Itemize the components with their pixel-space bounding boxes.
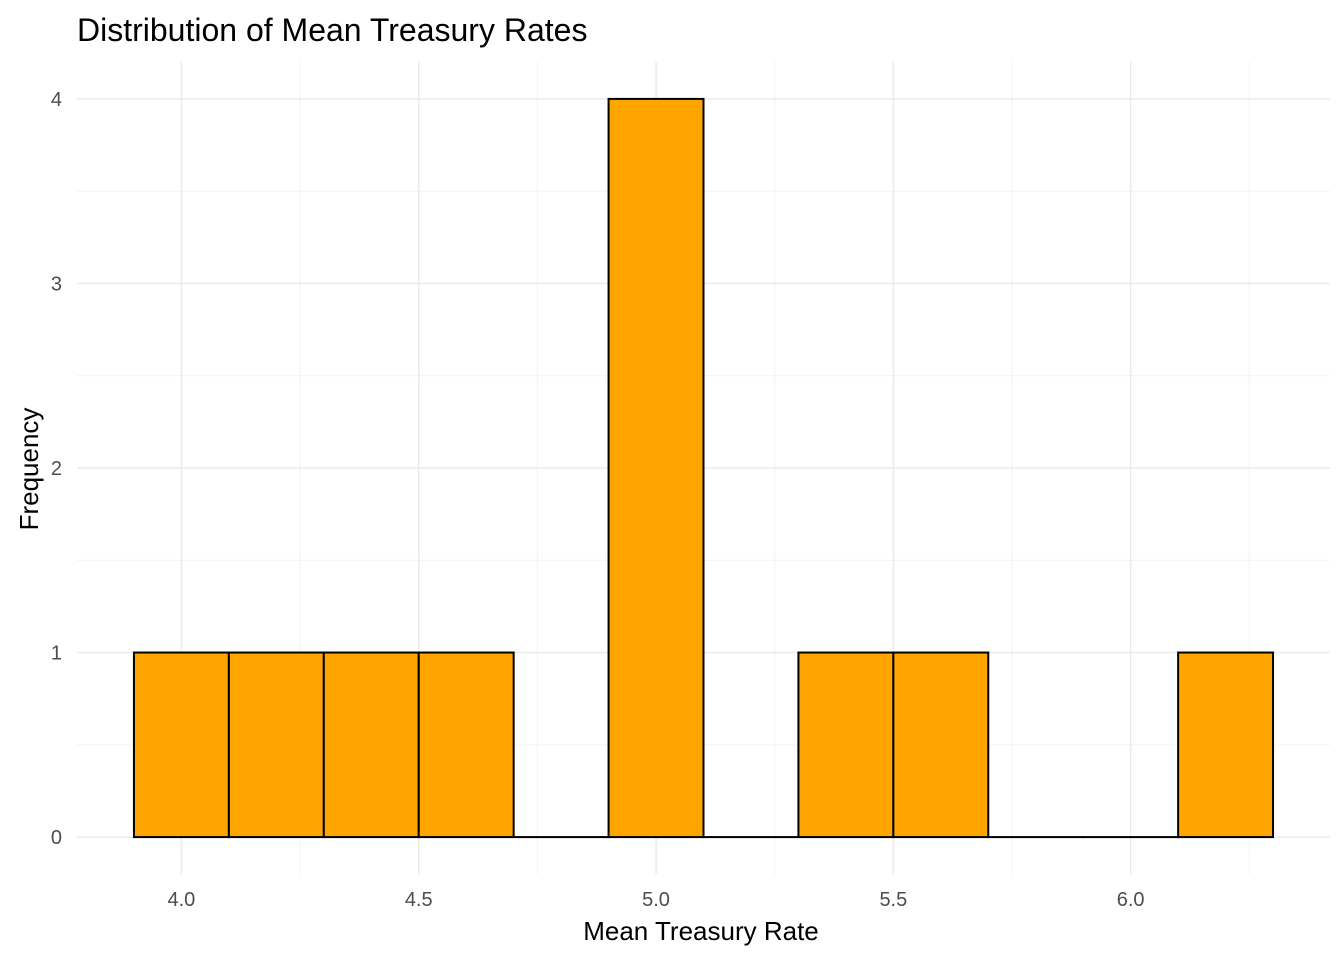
histogram-bars (132, 97, 1275, 839)
histogram-bar (132, 651, 230, 839)
x-tick-label: 6.0 (1117, 889, 1145, 911)
tick-labels: 4.0 4.5 5.0 5.5 6.0 0 1 2 3 4 (51, 89, 1145, 911)
histogram-bar (797, 651, 895, 839)
y-tick-label: 3 (51, 273, 62, 295)
x-tick-label: 5.5 (879, 889, 907, 911)
histogram-bar (322, 651, 420, 839)
histogram-bar (1177, 651, 1275, 839)
x-axis-title: Mean Treasury Rate (583, 916, 819, 946)
y-tick-label: 1 (51, 643, 62, 665)
x-tick-label: 4.5 (405, 889, 433, 911)
x-tick-label: 4.0 (168, 889, 196, 911)
y-tick-label: 0 (51, 827, 62, 849)
histogram-bar (892, 651, 990, 839)
histogram-bar (607, 97, 705, 839)
histogram-bar (227, 651, 325, 839)
y-tick-label: 2 (51, 458, 62, 480)
chart-title: Distribution of Mean Treasury Rates (77, 12, 587, 48)
x-tick-label: 5.0 (642, 889, 670, 911)
y-tick-label: 4 (51, 89, 62, 111)
y-axis-title: Frequency (14, 408, 44, 531)
histogram-bar (417, 651, 515, 839)
